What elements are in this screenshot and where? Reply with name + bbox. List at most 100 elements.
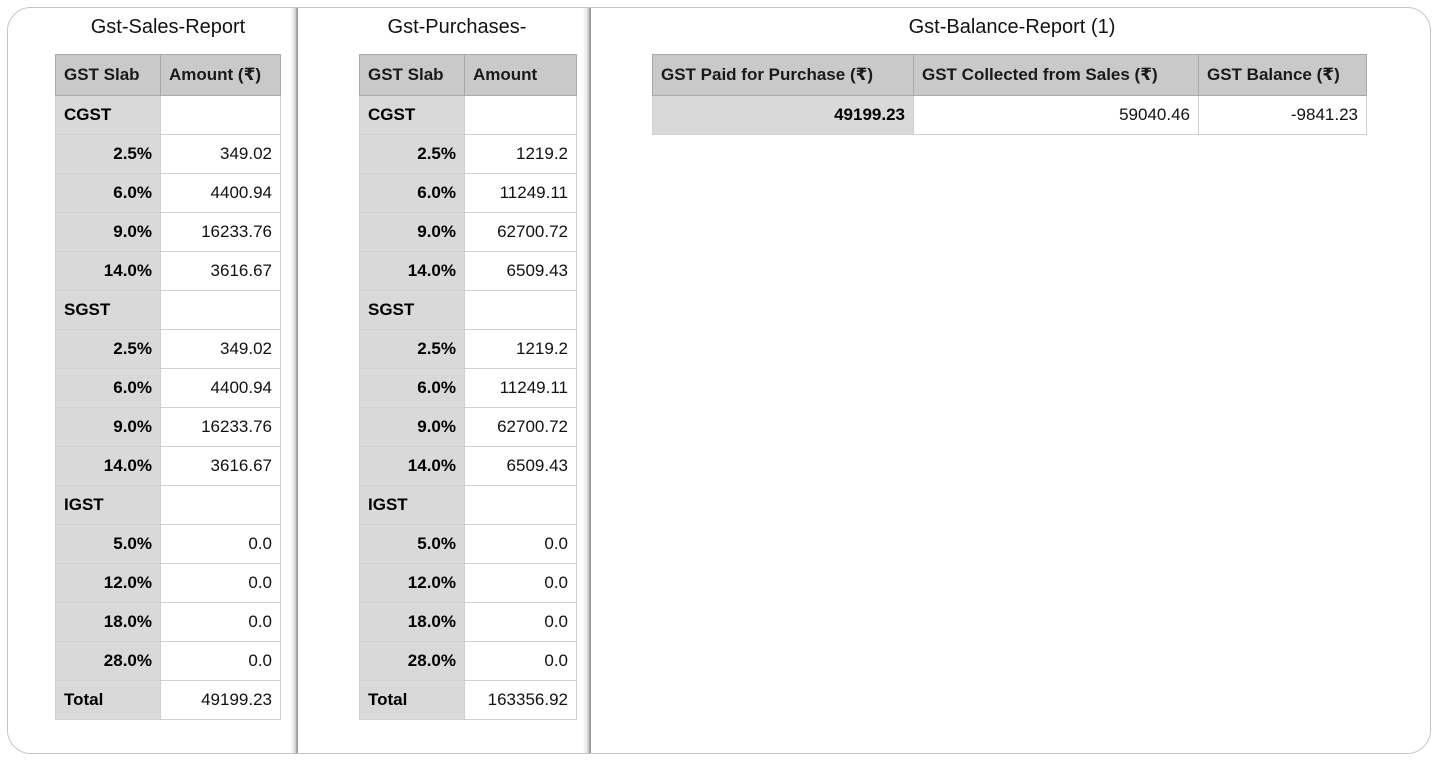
group-label-igst[interactable]: IGST — [359, 485, 465, 525]
table-row: 28.0% 0.0 — [55, 641, 281, 681]
table-row: 14.0% 6509.43 — [359, 251, 577, 291]
amount-cell[interactable]: 0.0 — [160, 641, 281, 681]
amount-cell[interactable]: 349.02 — [160, 134, 281, 174]
amount-cell[interactable]: 11249.11 — [464, 368, 577, 408]
amount-cell[interactable]: 0.0 — [464, 563, 577, 603]
header-amount[interactable]: Amount (₹) — [160, 54, 281, 96]
slab-cell[interactable]: 2.5% — [359, 134, 465, 174]
slab-cell[interactable]: 2.5% — [55, 134, 161, 174]
slab-cell[interactable]: 14.0% — [55, 251, 161, 291]
slab-cell[interactable]: 5.0% — [55, 524, 161, 564]
amount-cell[interactable]: 0.0 — [160, 602, 281, 642]
amount-cell[interactable]: 1219.2 — [464, 134, 577, 174]
slab-cell[interactable]: 6.0% — [359, 173, 465, 213]
table-row: 6.0% 11249.11 — [359, 368, 577, 408]
slab-cell[interactable]: 6.0% — [359, 368, 465, 408]
header-gst-collected[interactable]: GST Collected from Sales (₹) — [913, 54, 1199, 96]
empty-cell[interactable] — [160, 290, 281, 330]
sales-sheet-title: Gst-Sales-Report — [90, 16, 246, 38]
table-row: 28.0% 0.0 — [359, 641, 577, 681]
empty-cell[interactable] — [464, 95, 577, 135]
table-row: 2.5% 1219.2 — [359, 329, 577, 369]
empty-cell[interactable] — [160, 95, 281, 135]
slab-cell[interactable]: 6.0% — [55, 173, 161, 213]
slab-cell[interactable]: 6.0% — [55, 368, 161, 408]
table-row: 12.0% 0.0 — [55, 563, 281, 603]
slab-cell[interactable]: 2.5% — [55, 329, 161, 369]
slab-cell[interactable]: 28.0% — [359, 641, 465, 681]
amount-cell[interactable]: 4400.94 — [160, 173, 281, 213]
pane-divider[interactable] — [583, 8, 590, 753]
amount-cell[interactable]: 0.0 — [464, 602, 577, 642]
empty-cell[interactable] — [464, 485, 577, 525]
slab-cell[interactable]: 14.0% — [55, 446, 161, 486]
amount-cell[interactable]: 62700.72 — [464, 212, 577, 252]
slab-cell[interactable]: 9.0% — [55, 407, 161, 447]
group-row-sgst: SGST — [359, 290, 577, 330]
slab-cell[interactable]: 14.0% — [359, 251, 465, 291]
group-label-sgst[interactable]: SGST — [359, 290, 465, 330]
group-row-igst: IGST — [55, 485, 281, 525]
pane-divider[interactable] — [290, 8, 297, 753]
table-row: 18.0% 0.0 — [359, 602, 577, 642]
total-label[interactable]: Total — [55, 680, 161, 720]
total-amount[interactable]: 49199.23 — [160, 680, 281, 720]
gst-paid-cell[interactable]: 49199.23 — [652, 95, 914, 135]
purchases-report-pane: Gst-Purchases- GST Slab Amount CGST 2.5%… — [297, 8, 590, 753]
slab-cell[interactable]: 18.0% — [55, 602, 161, 642]
table-row: 2.5% 349.02 — [55, 329, 281, 369]
balance-table: GST Paid for Purchase (₹) GST Collected … — [652, 54, 1367, 135]
slab-cell[interactable]: 12.0% — [359, 563, 465, 603]
amount-cell[interactable]: 0.0 — [464, 524, 577, 564]
group-label-cgst[interactable]: CGST — [55, 95, 161, 135]
slab-cell[interactable]: 5.0% — [359, 524, 465, 564]
slab-cell[interactable]: 9.0% — [359, 407, 465, 447]
amount-cell[interactable]: 3616.67 — [160, 251, 281, 291]
gst-balance-cell[interactable]: -9841.23 — [1198, 95, 1367, 135]
amount-cell[interactable]: 4400.94 — [160, 368, 281, 408]
amount-cell[interactable]: 16233.76 — [160, 407, 281, 447]
group-label-igst[interactable]: IGST — [55, 485, 161, 525]
header-amount[interactable]: Amount — [464, 54, 577, 96]
slab-cell[interactable]: 12.0% — [55, 563, 161, 603]
amount-cell[interactable]: 6509.43 — [464, 446, 577, 486]
sales-report-pane: Gst-Sales-Report GST Slab Amount (₹) CGS… — [8, 8, 297, 753]
slab-cell[interactable]: 9.0% — [55, 212, 161, 252]
amount-cell[interactable]: 349.02 — [160, 329, 281, 369]
total-amount[interactable]: 163356.92 — [464, 680, 577, 720]
balance-sheet-title: Gst-Balance-Report (1) — [908, 16, 1116, 38]
header-gst-paid[interactable]: GST Paid for Purchase (₹) — [652, 54, 914, 96]
table-row: 9.0% 62700.72 — [359, 407, 577, 447]
slab-cell[interactable]: 2.5% — [359, 329, 465, 369]
gst-collected-cell[interactable]: 59040.46 — [913, 95, 1199, 135]
table-row: 2.5% 349.02 — [55, 134, 281, 174]
amount-cell[interactable]: 0.0 — [160, 524, 281, 564]
empty-cell[interactable] — [160, 485, 281, 525]
header-gst-slab[interactable]: GST Slab — [359, 54, 465, 96]
amount-cell[interactable]: 3616.67 — [160, 446, 281, 486]
header-gst-slab[interactable]: GST Slab — [55, 54, 161, 96]
sales-table: GST Slab Amount (₹) CGST 2.5% 349.02 6.0%… — [55, 54, 281, 720]
table-row: 12.0% 0.0 — [359, 563, 577, 603]
amount-cell[interactable]: 11249.11 — [464, 173, 577, 213]
table-row: 14.0% 6509.43 — [359, 446, 577, 486]
amount-cell[interactable]: 0.0 — [160, 563, 281, 603]
table-row: 5.0% 0.0 — [55, 524, 281, 564]
table-row: 9.0% 16233.76 — [55, 407, 281, 447]
header-gst-balance[interactable]: GST Balance (₹) — [1198, 54, 1367, 96]
amount-cell[interactable]: 6509.43 — [464, 251, 577, 291]
slab-cell[interactable]: 28.0% — [55, 641, 161, 681]
table-row: 9.0% 62700.72 — [359, 212, 577, 252]
empty-cell[interactable] — [464, 290, 577, 330]
slab-cell[interactable]: 18.0% — [359, 602, 465, 642]
table-row: 18.0% 0.0 — [55, 602, 281, 642]
amount-cell[interactable]: 16233.76 — [160, 212, 281, 252]
slab-cell[interactable]: 14.0% — [359, 446, 465, 486]
group-label-cgst[interactable]: CGST — [359, 95, 465, 135]
amount-cell[interactable]: 0.0 — [464, 641, 577, 681]
slab-cell[interactable]: 9.0% — [359, 212, 465, 252]
amount-cell[interactable]: 62700.72 — [464, 407, 577, 447]
amount-cell[interactable]: 1219.2 — [464, 329, 577, 369]
group-label-sgst[interactable]: SGST — [55, 290, 161, 330]
total-label[interactable]: Total — [359, 680, 465, 720]
